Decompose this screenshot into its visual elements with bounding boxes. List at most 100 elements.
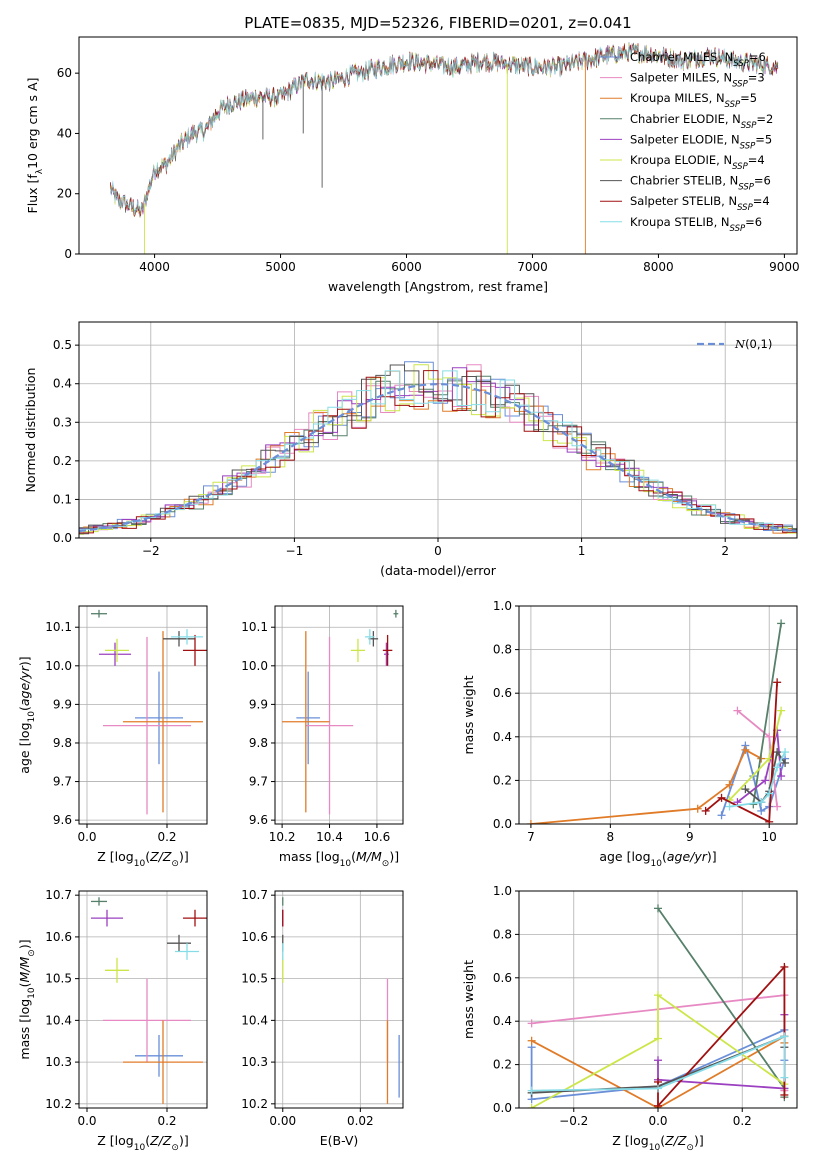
plot-area [526, 619, 790, 824]
y-tick-label: 9.9 [249, 697, 268, 711]
y-axis-label: mass weight [461, 675, 476, 754]
weight-line [657, 964, 786, 1108]
weight-line [705, 682, 778, 824]
mass-vs-metallicity-panel: 0.0 0.2 10.2 10.3 10.4 10.5 10.6 10.7 Z [log10(Z… [17, 888, 208, 1153]
residuals-panel: −2 −1 0 1 2 0.0 0.1 0.2 0.3 0.4 0.5 (data-model)/er… [23, 321, 798, 578]
x-tick-label: 7000 [517, 260, 548, 274]
x-tick-label: 7 [527, 830, 535, 844]
y-tick-label: 10.1 [45, 620, 72, 634]
y-tick-label: 0.4 [493, 730, 512, 744]
age-vs-metallicity-panel: 0.0 0.2 9.6 9.7 9.8 9.9 10.0 10.1 Z [log10(Z/Z⊙)… [17, 605, 208, 869]
legend-entry: Kroupa MILES, NSSP=5 [630, 91, 757, 110]
plot-frame [78, 321, 798, 539]
legend-entry: Kroupa STELIB, NSSP=6 [630, 215, 762, 234]
x-tick-label: 5000 [265, 260, 296, 274]
residual-histogram [79, 370, 797, 532]
plot-frame [274, 605, 404, 825]
x-axis-label: Z [log10(Z/Z⊙)] [97, 849, 189, 869]
y-tick-label: 1.0 [493, 599, 512, 613]
y-tick-label: 0.5 [53, 338, 72, 352]
x-tick-label: 8000 [643, 260, 674, 274]
spectrum-panel: 4000 5000 6000 7000 8000 9000 0 20 40 60 wavelengt… [25, 36, 800, 294]
y-tick-label: 0.2 [53, 454, 72, 468]
weight-line [531, 993, 785, 1108]
legend-entry: Salpeter MILES, NSSP=3 [630, 71, 765, 90]
plot-area [527, 904, 789, 1108]
x-tick-label: 0.0 [77, 1114, 96, 1128]
y-tick-label: 10.1 [241, 620, 268, 634]
weight-line [531, 1035, 786, 1092]
y-axis-label: Normed distribution [23, 368, 38, 493]
y-tick-label: 10.0 [241, 659, 268, 673]
y-tick-label: 10.2 [45, 1097, 72, 1111]
y-tick-label: 0.6 [493, 686, 512, 700]
plot-frame [78, 605, 208, 825]
plot-area [282, 609, 399, 815]
y-tick-label: 0.0 [493, 1101, 512, 1115]
y-tick-label: 10.6 [45, 930, 72, 944]
y-axis-label: Flux [fλ10 erg cm s A] [25, 78, 45, 214]
plot-frame [518, 890, 798, 1109]
x-tick-label: 6000 [391, 260, 422, 274]
y-tick-label: 9.9 [53, 697, 72, 711]
x-axis-label: wavelength [Angstrom, rest frame] [328, 279, 548, 294]
mass-vs-extinction-panel: 0.00 0.02 10.2 10.3 10.4 10.5 10.6 10.7 E(B-V) [241, 888, 404, 1148]
x-tick-label: 10.4 [316, 830, 343, 844]
x-tick-label: 2 [721, 544, 729, 558]
y-tick-label: 10.6 [241, 930, 268, 944]
x-tick-label: 0.00 [269, 1114, 296, 1128]
x-tick-label: 4000 [139, 260, 170, 274]
y-tick-label: 0.3 [53, 415, 72, 429]
x-tick-label: −2 [142, 544, 160, 558]
x-tick-label: 0 [434, 544, 442, 558]
legend-entry: Chabrier STELIB, NSSP=6 [630, 174, 771, 193]
x-axis-label: Z [log10(Z/Z⊙)] [612, 1133, 704, 1153]
y-tick-label: 0.8 [493, 643, 512, 657]
x-tick-label: 10.2 [269, 830, 296, 844]
age-vs-mass-panel: 10.2 10.4 10.6 9.6 9.7 9.8 9.9 10.0 10.1 mass [lo… [241, 605, 404, 869]
x-tick-label: 10 [762, 830, 777, 844]
y-tick-label: 9.7 [249, 775, 268, 789]
y-tick-label: 1.0 [493, 884, 512, 898]
spectrum-line [110, 44, 778, 215]
y-tick-label: 10.7 [45, 888, 72, 902]
plot-area [79, 361, 797, 536]
plot-area [91, 609, 207, 815]
y-tick-label: 20 [57, 187, 72, 201]
legend-entry: N(0,1) [734, 337, 772, 351]
y-tick-label: 0.0 [493, 817, 512, 831]
y-tick-label: 10.3 [45, 1055, 72, 1069]
plot-area [91, 897, 207, 1104]
y-tick-label: 0 [64, 247, 72, 261]
y-tick-label: 9.7 [53, 775, 72, 789]
y-tick-label: 10.0 [45, 659, 72, 673]
y-axis-label: age [log10(age/yr)] [17, 656, 37, 773]
legend-entry: Kroupa ELODIE, NSSP=4 [630, 153, 765, 172]
x-tick-label: 0.0 [648, 1114, 667, 1128]
y-tick-label: 10.3 [241, 1055, 268, 1069]
y-axis-label: mass [log10(M/M⊙)] [17, 939, 37, 1059]
weight-line [530, 748, 762, 824]
y-tick-label: 10.2 [241, 1097, 268, 1111]
y-tick-label: 0.4 [493, 1014, 512, 1028]
y-tick-label: 0.8 [493, 927, 512, 941]
x-tick-label: 9000 [769, 260, 800, 274]
y-tick-label: 0.6 [493, 971, 512, 985]
gaussian-curve [79, 382, 797, 533]
legend-entry: Chabrier MILES, NSSP=6 [630, 50, 766, 69]
figure-title: PLATE=0835, MJD=52326, FIBERID=0201, z=0… [244, 14, 631, 32]
x-axis-label: age [log10(age/yr)] [599, 849, 716, 869]
y-tick-label: 9.6 [249, 813, 268, 827]
y-tick-label: 0.4 [53, 377, 72, 391]
y-tick-label: 0.2 [493, 1058, 512, 1072]
x-tick-label: −1 [286, 544, 304, 558]
y-tick-label: 60 [57, 66, 72, 80]
plot-frame [78, 890, 208, 1109]
plot-frame [78, 36, 798, 255]
y-axis-label: mass weight [461, 960, 476, 1039]
x-tick-label: 10.6 [364, 830, 391, 844]
y-tick-label: 10.7 [241, 888, 268, 902]
plot-frame [274, 890, 404, 1109]
x-tick-label: 0.02 [347, 1114, 374, 1128]
y-tick-label: 9.6 [53, 813, 72, 827]
